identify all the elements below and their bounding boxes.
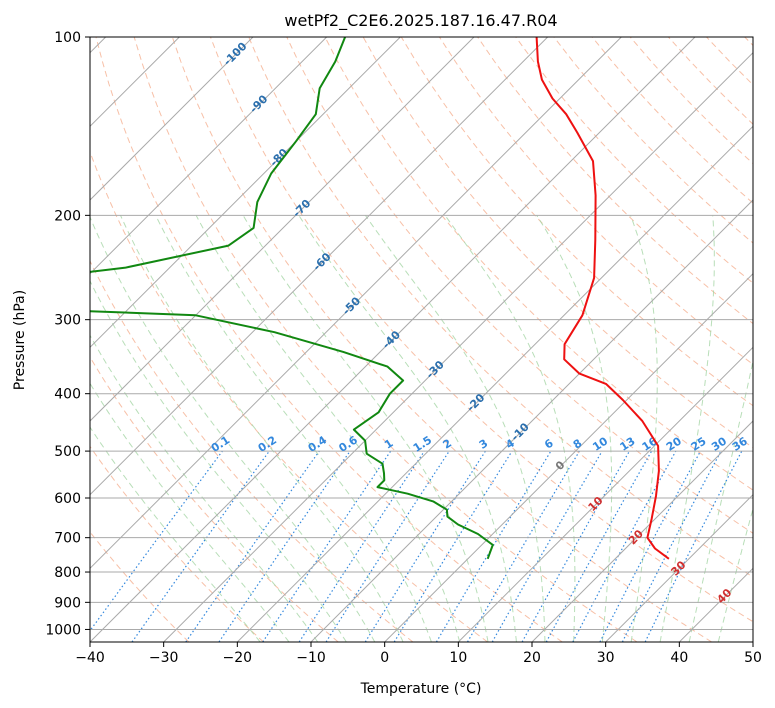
x-axis: −40 −30 −20 −10 0 10 20 30 40 50: [75, 642, 762, 666]
moist-adiabat-line: [90, 426, 261, 642]
isotherm-line: [384, 272, 753, 642]
mixing-ratio-line: [90, 450, 223, 632]
dry-adiabat-line: [90, 259, 414, 642]
chart-title: wetPf2_C2E6.2025.187.16.47.R04: [284, 11, 557, 31]
y-tick-label: 600: [54, 491, 81, 507]
y-tick-label: 700: [54, 531, 81, 547]
dry-adiabat-line: [286, 37, 753, 534]
moist-adiabat-line: [444, 215, 576, 642]
isotherm-line: [90, 37, 696, 642]
temperature-line: [535, 37, 670, 560]
dry-adiabat-line: [90, 356, 339, 642]
y-tick-label: 900: [54, 595, 81, 611]
moist-adiabat-line: [364, 215, 546, 642]
y-tick-label: 300: [54, 313, 81, 329]
isotherm-line: [90, 37, 622, 570]
dry-adiabat-line: [324, 37, 753, 491]
moist-adiabat-line: [90, 215, 376, 642]
y-tick-label: 100: [54, 30, 81, 46]
moist-adiabat-line: [155, 215, 432, 642]
dewpoint-line: [90, 37, 494, 560]
mixing-ratio-line: [298, 450, 425, 642]
mixing-ratio-line: [325, 450, 450, 642]
moist-adiabat-line: [120, 215, 404, 642]
x-tick-label: −20: [223, 650, 253, 666]
moist-adiabat-line: [90, 334, 319, 642]
mixing-ratio-line: [644, 450, 743, 642]
mixing-ratio-line: [185, 450, 320, 642]
x-tick-label: 20: [523, 650, 541, 666]
isotherm-line: [90, 37, 549, 496]
sounding-series: [90, 37, 670, 560]
mixing-ratio-line: [262, 450, 392, 642]
x-tick-label: 30: [597, 650, 615, 666]
y-axis-label: Pressure (hPa): [12, 290, 28, 390]
x-tick-label: −10: [296, 650, 326, 666]
mixing-ratio-line: [393, 450, 513, 642]
dry-adiabat-line: [210, 37, 753, 623]
isotherm-line: [90, 37, 475, 422]
y-axis: 100 200 300 400 500 600 700 800 900 1000: [45, 30, 90, 638]
mixing-ratio-line: [545, 450, 653, 642]
moist-adiabat-line: [90, 279, 347, 642]
x-tick-label: 50: [744, 650, 762, 666]
x-tick-label: −40: [75, 650, 105, 666]
y-tick-label: 800: [54, 565, 81, 581]
dry-adiabat-line: [95, 37, 563, 642]
isotherm-line: [90, 37, 328, 275]
grid-lines: [90, 37, 753, 642]
dry-adiabat-line: [90, 445, 264, 642]
x-tick-label: 0: [380, 650, 389, 666]
dry-adiabat-line: [171, 37, 712, 642]
isotherm-line: [236, 125, 753, 642]
x-tick-label: 10: [449, 650, 467, 666]
isotherm-line: [163, 51, 753, 642]
x-tick-label: −30: [149, 650, 179, 666]
mixing-ratio-line: [521, 450, 631, 642]
y-tick-label: 200: [54, 208, 81, 224]
isotherm-line: [90, 37, 254, 201]
dry-adiabat-line: [515, 37, 753, 284]
moist-adiabat-line: [195, 215, 461, 642]
background-reference-lines: [90, 37, 753, 642]
mixing-ratio-line: [131, 450, 270, 642]
mixing-ratio-line: [218, 450, 351, 642]
moist-adiabat-line: [659, 215, 715, 642]
isotherm-line: [310, 199, 753, 642]
x-tick-label: 40: [670, 650, 688, 666]
y-tick-label: 400: [54, 387, 81, 403]
moist-adiabat-line: [630, 215, 658, 642]
y-tick-label: 500: [54, 444, 81, 460]
moist-adiabat-line: [536, 215, 613, 642]
isotherm-line: [605, 493, 753, 642]
dry-adiabat-line: [248, 37, 753, 578]
mixing-ratio-line: [572, 450, 677, 642]
y-tick-label: 1000: [45, 622, 81, 638]
isotherm-line: [531, 420, 753, 642]
x-axis-label: Temperature (°C): [360, 681, 482, 697]
isotherm-line: [457, 346, 753, 642]
plot-frame: [89, 36, 754, 643]
